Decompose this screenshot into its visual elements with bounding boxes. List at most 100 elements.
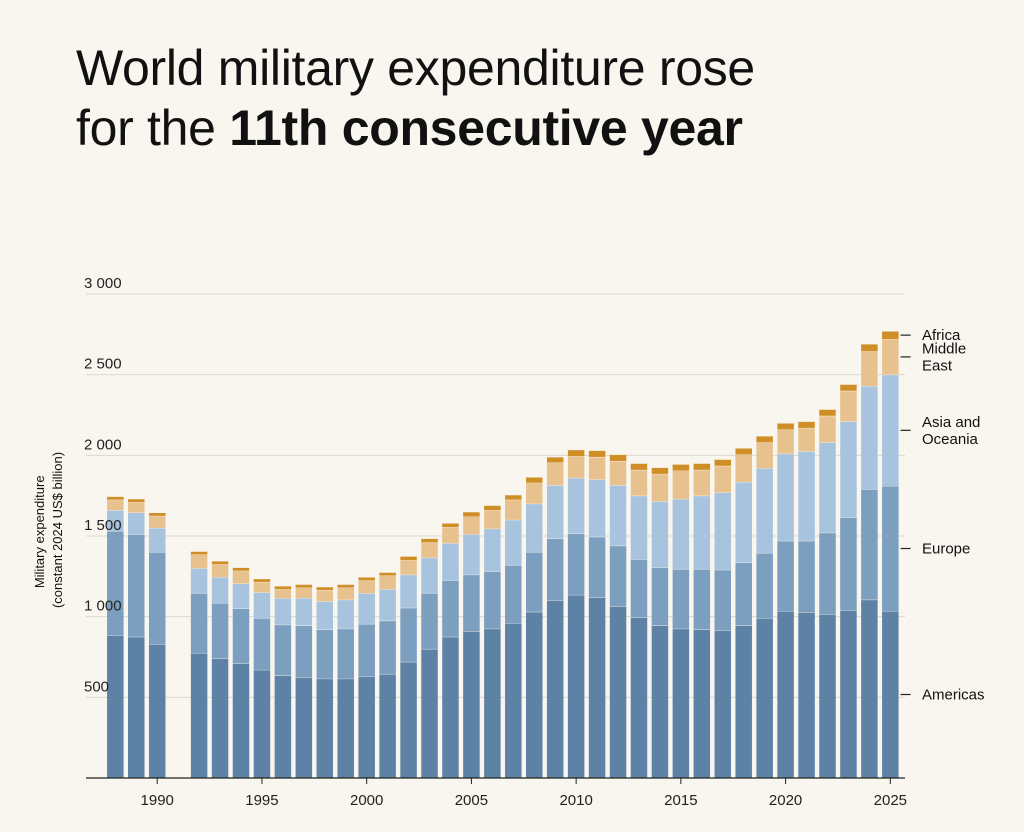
bar-segment (735, 625, 752, 778)
bar-segment (798, 427, 815, 452)
bar-segment (316, 590, 334, 602)
bar-segment (630, 469, 648, 496)
bar-segment (693, 629, 711, 778)
bar-segment (526, 477, 543, 483)
bar-segment (337, 678, 354, 778)
bar-segment (400, 556, 417, 561)
x-tick-label: 2015 (664, 792, 697, 809)
x-tick-label: 1990 (141, 792, 174, 809)
bar-segment (107, 531, 124, 636)
bar-segment (798, 421, 815, 428)
bar-segment (819, 532, 836, 615)
bar-segment (107, 510, 124, 532)
bar-segment (588, 479, 606, 537)
bar-segment (190, 568, 208, 594)
bar-segment (107, 496, 124, 500)
bar-segment (567, 477, 585, 534)
bar-segment (609, 485, 627, 546)
bar-segment (337, 628, 354, 679)
bar-segment (505, 499, 522, 520)
bar-segment (756, 435, 773, 443)
x-tick-label: 2005 (455, 792, 488, 809)
bar-segment (567, 449, 585, 457)
bar-segment (148, 512, 166, 516)
bar-segment (274, 598, 292, 625)
x-tick-label: 2020 (769, 792, 802, 809)
bar-segment (295, 677, 313, 778)
bar-segment (463, 511, 480, 517)
bar-segment (882, 611, 899, 778)
bar-segment (777, 611, 794, 778)
bar-segment (211, 561, 229, 565)
x-tick-label: 2000 (350, 792, 383, 809)
bar-segment (588, 450, 606, 457)
y-tick-label: 2 000 (84, 436, 122, 453)
bar-segment (211, 602, 229, 659)
x-tick-label: 1995 (245, 792, 278, 809)
title-line-1: World military expenditure rose (76, 40, 755, 96)
bar-segment (756, 552, 773, 619)
bar-segment (630, 495, 648, 560)
bar-segment (505, 623, 522, 778)
bar-segment (274, 589, 292, 599)
bar-segment (840, 384, 857, 391)
bar-segment (588, 456, 606, 480)
bar-segment (777, 540, 794, 612)
bar-segment (861, 351, 878, 386)
bar-segment (840, 610, 857, 778)
bar-segment (588, 536, 606, 598)
bar-segment (128, 512, 145, 535)
y-tick-label: 1 000 (84, 598, 122, 615)
y-tick-label: 2 500 (84, 356, 122, 373)
bar-segment (148, 552, 166, 645)
bar-segment (128, 498, 145, 503)
bar-segment (567, 533, 585, 595)
bar-segment (819, 409, 836, 416)
bar-segment (442, 527, 459, 544)
bar-segment (609, 454, 627, 461)
bar-segment (693, 569, 711, 630)
bar-segment (232, 663, 250, 778)
chart-title: World military expenditure rose for the … (76, 38, 996, 158)
bar-segment (672, 628, 690, 778)
series-label: Europe (922, 541, 970, 558)
bar-segment (442, 523, 459, 528)
bar-segment (379, 620, 396, 674)
bar-segment (128, 534, 145, 637)
bar-segment (714, 569, 732, 631)
bar-segment (651, 625, 669, 778)
bar-segment (148, 515, 166, 528)
bar-segment (882, 485, 899, 612)
bar-segment (358, 676, 375, 778)
bars (107, 330, 899, 778)
bar-segment (442, 543, 459, 581)
bar-segment (819, 442, 836, 533)
bar-segment (672, 498, 690, 570)
y-axis-label-line-2: (constant 2024 US$ billion) (50, 452, 65, 608)
bar-segment (546, 456, 564, 463)
bar-segment (651, 473, 669, 502)
series-label: Africa (922, 327, 961, 344)
bar-segment (546, 485, 564, 539)
bar-segment (777, 429, 794, 454)
bar-segment (295, 598, 313, 626)
bar-segment (505, 519, 522, 566)
bar-segment (798, 540, 815, 613)
title-line-2-bold: 11th consecutive year (229, 100, 743, 156)
bar-segment (840, 421, 857, 518)
bar-segment (588, 597, 606, 778)
bar-segment (609, 545, 627, 607)
bar-segment (421, 538, 438, 543)
bar-segment (316, 586, 334, 591)
bar-segment (546, 462, 564, 486)
bar-segment (882, 339, 899, 375)
bar-segment (798, 451, 815, 541)
bar-segment (861, 385, 878, 490)
bar-segment (211, 577, 229, 603)
bar-segment (379, 589, 396, 621)
bar-segment (693, 495, 711, 570)
bar-segment (337, 599, 354, 629)
bar-segment (442, 636, 459, 778)
bar-segment (232, 608, 250, 664)
